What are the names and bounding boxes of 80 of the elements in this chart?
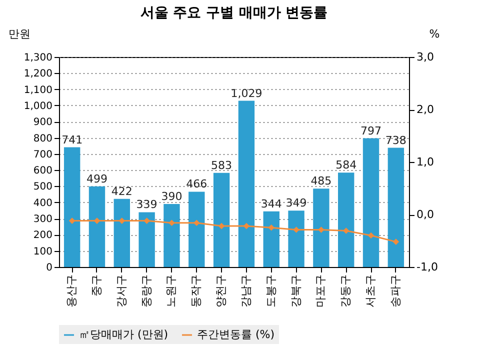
data-label: 339 — [136, 198, 158, 212]
x-tick-label: 양천구 — [214, 274, 228, 308]
y2-tick-label: -1,0 — [416, 260, 438, 274]
legend-label: 주간변동률 (%) — [197, 328, 275, 341]
y-tick-label: 300 — [33, 214, 52, 226]
y-tick-label: 600 — [33, 166, 52, 177]
point — [243, 222, 250, 230]
y2-axis-title: % — [429, 28, 440, 40]
x-tick-label: 강동구 — [339, 274, 352, 308]
bar — [164, 204, 180, 267]
bar — [263, 211, 280, 267]
x-tick-label: 중구 — [90, 274, 103, 296]
y-tick-label: 0 — [46, 262, 52, 274]
bar — [238, 100, 255, 267]
data-label: 422 — [111, 184, 132, 198]
bar — [88, 186, 106, 267]
y-tick-label: 1,000 — [24, 100, 52, 112]
y2-tick-label: 2,0 — [416, 103, 434, 116]
data-label: 1,029 — [230, 86, 262, 100]
data-label: 584 — [336, 158, 357, 172]
x-tick-label: 도봉구 — [264, 274, 278, 308]
y-tick-label: 400 — [33, 198, 52, 209]
y-axis-title: 만원 — [8, 28, 30, 40]
x-tick-label: 동작구 — [190, 274, 203, 308]
bar — [138, 212, 155, 267]
point — [68, 218, 76, 224]
bar — [313, 188, 330, 267]
point — [293, 226, 300, 233]
point — [318, 226, 324, 233]
data-label: 797 — [360, 124, 382, 138]
x-tick-label: 노원구 — [164, 274, 178, 308]
data-label: 349 — [286, 196, 307, 210]
y-tick-label: 100 — [33, 246, 52, 258]
y-tick-label: 1,300 — [24, 52, 52, 64]
y-tick-label: 700 — [33, 149, 52, 160]
point — [193, 220, 200, 226]
y-tick-label: 800 — [33, 133, 52, 144]
data-label: 390 — [161, 190, 182, 203]
x-tick-label: 서초구 — [364, 274, 378, 308]
y-tick-label: 200 — [33, 230, 52, 242]
chart-title: 서울 주요 구별 매매가 변동률 — [140, 5, 328, 21]
bar — [64, 147, 80, 267]
data-label: 738 — [385, 134, 406, 147]
x-tick-label: 마포구 — [314, 274, 328, 308]
bar — [362, 138, 380, 267]
x-tick-label: 용산구 — [65, 274, 78, 308]
y-tick-label: 1,100 — [24, 84, 52, 96]
bar — [388, 148, 404, 267]
bar — [288, 210, 304, 267]
y2-tick-label: 3,0 — [416, 50, 434, 64]
x-tick-label: 송파구 — [388, 274, 402, 308]
y2-tick-label: 1,0 — [416, 156, 434, 168]
y-tick-label: 900 — [33, 117, 52, 128]
point — [218, 222, 225, 230]
point — [342, 228, 350, 234]
legend-label: ㎡당매매가 (만원) — [79, 328, 168, 341]
data-label: 344 — [260, 197, 282, 210]
point — [144, 218, 150, 224]
x-tick-label: 강북구 — [289, 274, 302, 308]
bar — [114, 198, 130, 267]
bar — [338, 172, 354, 267]
data-label: 741 — [62, 133, 83, 146]
x-tick-label: 강남구 — [239, 274, 252, 308]
bar — [188, 192, 205, 267]
point — [368, 232, 374, 239]
data-label: 466 — [186, 178, 208, 191]
y2-tick-label: 0,0 — [416, 208, 434, 221]
bar — [213, 172, 230, 267]
point — [168, 220, 175, 226]
point — [392, 238, 400, 245]
y-tick-label: 500 — [33, 182, 52, 193]
point — [118, 218, 126, 224]
x-tick-label: 강서구 — [114, 274, 128, 308]
data-label: 583 — [211, 158, 232, 172]
x-tick-label: 중랑구 — [140, 274, 153, 308]
data-label: 485 — [310, 174, 332, 188]
data-label: 499 — [86, 172, 108, 186]
y-tick-label: 1,200 — [24, 68, 52, 80]
point — [268, 224, 275, 231]
point — [94, 218, 100, 224]
